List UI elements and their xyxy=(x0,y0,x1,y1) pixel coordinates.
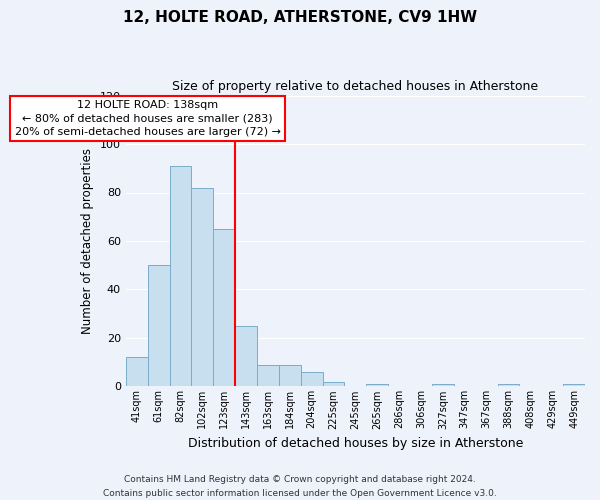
Bar xyxy=(257,364,279,386)
Text: 12 HOLTE ROAD: 138sqm
← 80% of detached houses are smaller (283)
20% of semi-det: 12 HOLTE ROAD: 138sqm ← 80% of detached … xyxy=(15,100,281,137)
Bar xyxy=(148,265,170,386)
X-axis label: Distribution of detached houses by size in Atherstone: Distribution of detached houses by size … xyxy=(188,437,523,450)
Bar xyxy=(235,326,257,386)
Bar xyxy=(367,384,388,386)
Bar xyxy=(279,364,301,386)
Text: 12, HOLTE ROAD, ATHERSTONE, CV9 1HW: 12, HOLTE ROAD, ATHERSTONE, CV9 1HW xyxy=(123,10,477,25)
Y-axis label: Number of detached properties: Number of detached properties xyxy=(82,148,94,334)
Bar xyxy=(126,358,148,386)
Bar xyxy=(563,384,585,386)
Bar xyxy=(214,229,235,386)
Title: Size of property relative to detached houses in Atherstone: Size of property relative to detached ho… xyxy=(172,80,538,93)
Bar xyxy=(432,384,454,386)
Bar xyxy=(170,166,191,386)
Bar xyxy=(497,384,520,386)
Bar xyxy=(191,188,214,386)
Bar xyxy=(301,372,323,386)
Bar xyxy=(323,382,344,386)
Text: Contains HM Land Registry data © Crown copyright and database right 2024.
Contai: Contains HM Land Registry data © Crown c… xyxy=(103,476,497,498)
